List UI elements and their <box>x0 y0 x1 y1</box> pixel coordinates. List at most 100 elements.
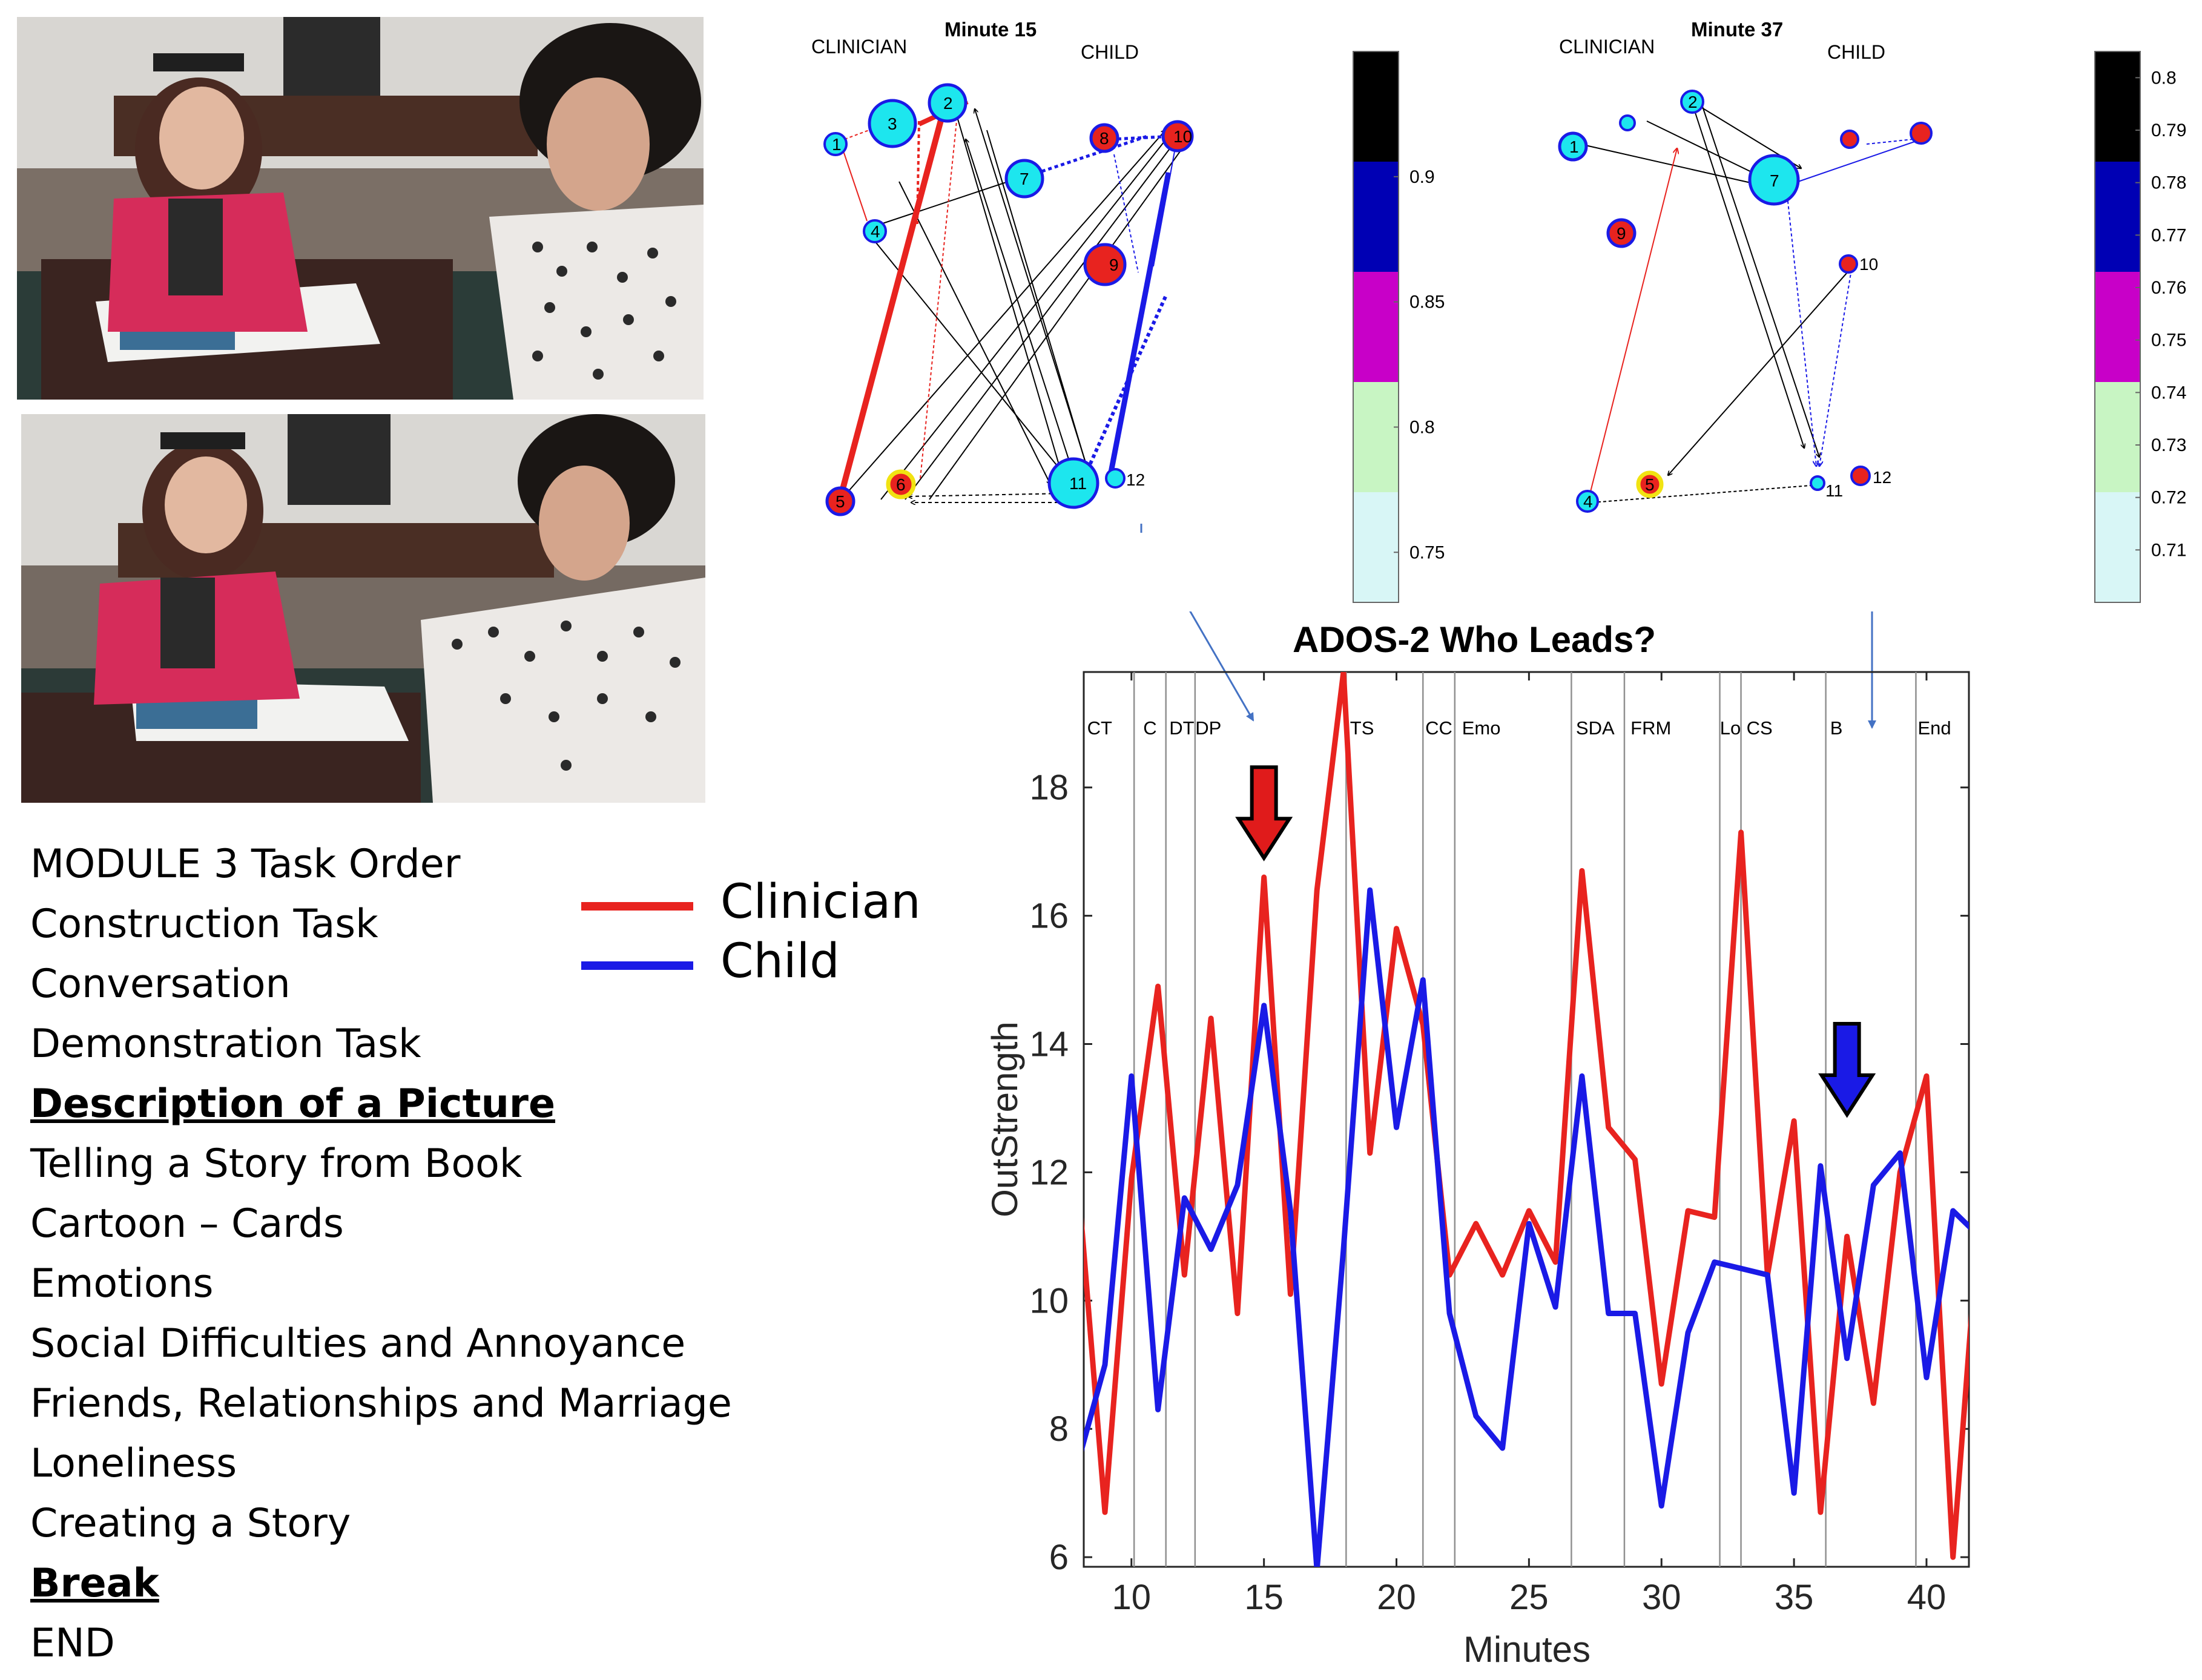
node-label: 9 <box>1617 224 1626 243</box>
colorbar-segment <box>2095 382 2140 493</box>
network-edges <box>1580 102 1919 503</box>
task-label: Lo <box>1720 717 1741 739</box>
y-axis-title: OutStrength <box>984 1021 1025 1217</box>
colorbar-tick-label: 0.75 <box>1409 542 1445 562</box>
task-list-item: MODULE 3 Task Order <box>30 842 461 887</box>
x-tick-label: 25 <box>1509 1578 1549 1617</box>
colorbar-tick-label: 0.75 <box>2151 331 2186 351</box>
legend-label-child: Child <box>720 934 840 989</box>
colorbar-segment <box>2095 51 2140 162</box>
network-node <box>1161 120 1194 153</box>
x-tick-label: 15 <box>1244 1578 1284 1617</box>
colorbar-tick-label: 0.85 <box>1409 292 1445 312</box>
colorbar-tick-label: 0.74 <box>2151 383 2186 403</box>
task-label: FRM <box>1630 717 1671 739</box>
colorbar-segment <box>1353 492 1399 603</box>
outstrength-line-chart: ADOS-2 Who Leads? CT C DT DP TS CC Emo SDA FRM Lo… <box>969 611 1998 1677</box>
task-label: CS <box>1747 717 1773 739</box>
network-node-labels: 1 2 4 5 7 9 10 11 12 <box>1569 93 1891 511</box>
task-list-item: Emotions <box>30 1261 214 1306</box>
node-label: 7 <box>1020 170 1029 188</box>
node-label: 9 <box>1109 255 1119 274</box>
colorbar-minute-15: 0.9 0.85 0.8 0.75 <box>1353 51 1445 603</box>
colorbar-tick-label: 0.8 <box>2151 68 2177 88</box>
node-label: 5 <box>836 492 845 511</box>
colorbar-segment <box>2095 162 2140 272</box>
node-label: 1 <box>832 135 842 154</box>
colorbar-tick-label: 0.71 <box>2151 540 2186 560</box>
colorbar-tick-label: 0.72 <box>2151 488 2186 508</box>
network-node <box>1910 122 1933 145</box>
y-tick-label: 12 <box>1029 1153 1069 1192</box>
task-list-item-highlighted: Description of a Picture <box>30 1081 556 1127</box>
network-title: Minute 15 <box>944 18 1037 41</box>
series-line-child <box>1084 887 1969 1567</box>
y-tick-label: 16 <box>1029 897 1069 936</box>
node-label: 2 <box>943 94 953 113</box>
x-tick-label: 10 <box>1112 1578 1152 1617</box>
network-node <box>1839 254 1858 274</box>
node-label: 11 <box>1069 474 1087 493</box>
callout-arrow-minute-15 <box>1189 611 1254 722</box>
x-axis-title: Minutes <box>1463 1629 1591 1670</box>
task-list-item: Cartoon – Cards <box>30 1201 344 1247</box>
task-label: CC <box>1425 717 1452 739</box>
network-node <box>1680 90 1704 114</box>
network-node <box>1558 131 1588 162</box>
colorbar-tick-label: 0.9 <box>1409 167 1435 187</box>
legend-label-clinician: Clinician <box>720 875 921 929</box>
network-node <box>928 83 967 123</box>
session-photo-top <box>17 17 704 400</box>
node-label: 3 <box>888 114 897 133</box>
node-label: 4 <box>1583 492 1593 511</box>
task-list-item: Conversation <box>30 961 291 1007</box>
node-label: 5 <box>1645 475 1655 494</box>
colorbar-tick-label: 0.78 <box>2151 173 2186 193</box>
network-title: Minute 37 <box>1691 18 1783 41</box>
network-node <box>825 486 855 516</box>
network-node-labels: 1 2 3 4 5 6 7 8 9 10 11 12 <box>832 94 1192 511</box>
x-tick-label: 20 <box>1377 1578 1416 1617</box>
task-label: TS <box>1350 717 1374 739</box>
colorbar-tick-label: 0.73 <box>2151 435 2186 455</box>
plot-area-frame <box>1083 671 1970 1568</box>
node-label: 12 <box>1126 470 1145 489</box>
task-list-item: Telling a Story from Book <box>30 1141 522 1187</box>
network-nodes <box>823 83 1194 516</box>
task-label: B <box>1830 717 1843 739</box>
task-list-item-highlighted: Break <box>30 1561 159 1606</box>
node-label: 4 <box>871 222 880 241</box>
task-label: DP <box>1195 717 1221 739</box>
node-label: 10 <box>1859 255 1878 274</box>
network-node <box>1089 123 1119 153</box>
network-nodes <box>1558 90 1933 513</box>
network-node <box>823 132 848 156</box>
task-list-item: Creating a Story <box>30 1501 351 1546</box>
node-label: 10 <box>1173 127 1192 146</box>
colorbar-segment <box>1353 51 1399 162</box>
colorbar-minute-37: 0.8 0.79 0.78 0.77 0.76 0.75 0.74 0.73 0.72 0.71 <box>2094 51 2186 603</box>
session-photo-bottom <box>21 414 705 803</box>
emphasis-arrows <box>1235 765 1876 1118</box>
network-node <box>1748 154 1800 206</box>
task-list-item: Demonstration Task <box>30 1021 421 1067</box>
x-tick-label: 40 <box>1907 1578 1947 1617</box>
colorbar-frame <box>2094 51 2141 603</box>
colorbar-tick-label: 0.8 <box>1409 417 1435 437</box>
y-tick-label: 6 <box>1049 1538 1069 1577</box>
network-node <box>1840 130 1859 149</box>
task-label: End <box>1918 717 1951 739</box>
network-node <box>1004 159 1044 199</box>
task-label: Emo <box>1462 717 1501 739</box>
network-node <box>863 219 887 243</box>
legend-swatch-clinician <box>581 902 693 911</box>
network-right-label: CHILD <box>1081 41 1139 63</box>
task-order-list: MODULE 3 Task Order Construction Task Co… <box>30 834 732 1673</box>
task-list-item: Construction Task <box>30 901 378 947</box>
task-list-item: END <box>30 1621 115 1666</box>
network-node <box>868 99 917 148</box>
x-axis: 10 15 20 25 30 35 40 <box>1112 672 1947 1617</box>
network-node <box>1850 466 1871 486</box>
legend-swatch-child <box>581 961 693 970</box>
colorbar-segment <box>1353 272 1399 383</box>
